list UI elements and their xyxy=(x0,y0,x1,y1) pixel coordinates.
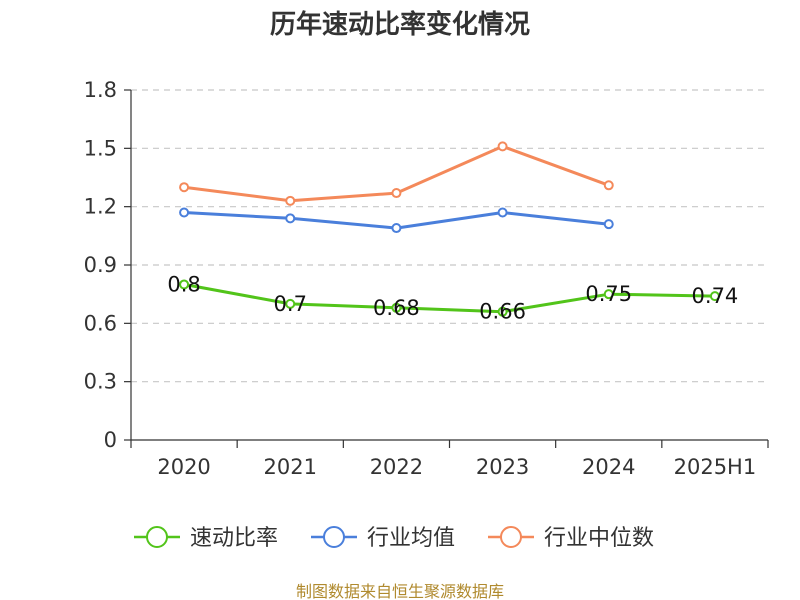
x-tick-label: 2020 xyxy=(157,455,210,479)
y-tick-label: 1.5 xyxy=(84,136,117,160)
series xyxy=(179,141,720,317)
data-point xyxy=(603,219,614,230)
grid xyxy=(131,89,768,383)
legend-swatch-marker xyxy=(500,526,522,548)
data-label: 0.74 xyxy=(692,284,739,308)
data-label: 0.7 xyxy=(274,292,307,316)
data-point xyxy=(285,298,296,309)
data-point xyxy=(285,213,296,224)
data-point xyxy=(497,207,508,218)
data-label: 0.66 xyxy=(479,300,526,324)
y-tick-label: 0.9 xyxy=(84,253,117,277)
y-tick-label: 0.6 xyxy=(84,311,117,335)
legend: 速动比率 行业均值 行业中位数 xyxy=(134,526,654,551)
x-tick-label: 2025H1 xyxy=(674,455,757,479)
data-point xyxy=(285,195,296,206)
chart-title: 历年速动比率变化情况 xyxy=(270,9,530,40)
series-line xyxy=(183,282,715,314)
y-tick-label: 1.8 xyxy=(84,78,117,102)
x-tick-label: 2021 xyxy=(264,455,317,479)
x-tick-label: 2022 xyxy=(370,455,423,479)
y-tick-label: 1.2 xyxy=(84,195,117,219)
data-label: 0.75 xyxy=(585,282,632,306)
legend-label: 行业均值 xyxy=(367,526,455,551)
data-point xyxy=(391,302,402,313)
data-point xyxy=(391,223,402,234)
axes: 0 0.3 0.6 0.9 1.2 1.5 1.8 2020 2021 2022 2023 2024 2… xyxy=(84,78,769,479)
legend-swatch-marker xyxy=(146,526,168,548)
y-tick-label: 0.3 xyxy=(84,370,117,394)
x-tick-label: 2023 xyxy=(476,455,529,479)
data-point xyxy=(391,188,402,199)
x-tick-label: 2024 xyxy=(582,455,635,479)
data-point xyxy=(709,291,720,302)
data-point xyxy=(603,289,614,300)
legend-swatch-marker xyxy=(323,526,345,548)
data-point xyxy=(497,141,508,152)
data-point xyxy=(497,306,508,317)
data-point xyxy=(603,180,614,191)
source-note: 制图数据来自恒生聚源数据库 xyxy=(296,582,504,600)
data-label: 0.8 xyxy=(167,272,200,296)
legend-label: 行业中位数 xyxy=(544,526,654,551)
data-point xyxy=(179,182,190,193)
data-labels: 0.8 0.7 0.68 0.66 0.75 0.74 xyxy=(167,272,738,323)
data-label: 0.68 xyxy=(373,296,420,320)
data-point xyxy=(179,279,190,290)
y-tick-label: 0 xyxy=(104,428,117,452)
data-point xyxy=(179,207,190,218)
legend-label: 速动比率 xyxy=(190,526,278,551)
